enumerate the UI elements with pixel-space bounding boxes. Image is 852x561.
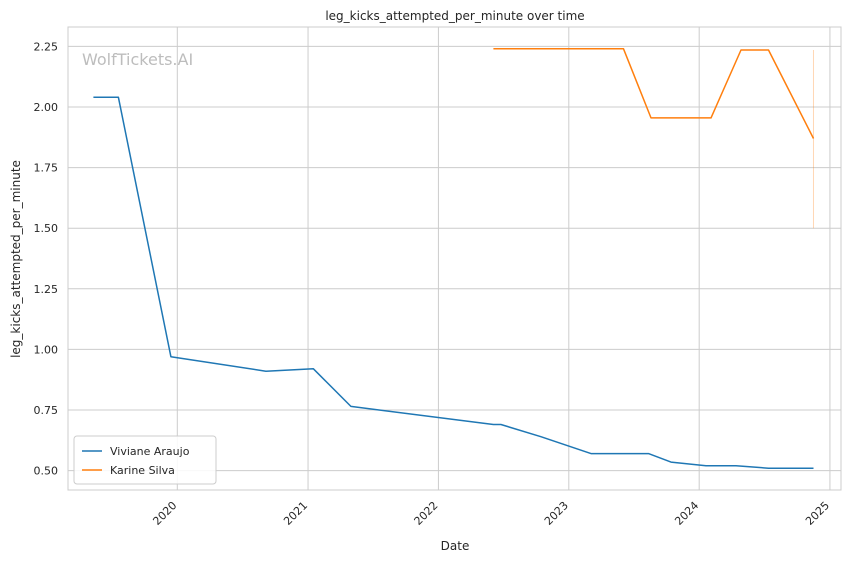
y-tick-label: 0.75 [34,404,59,417]
series-layer [93,48,815,469]
x-tick-label: 2023 [542,499,571,528]
y-axis-ticks: 0.50 0.75 1.00 1.25 1.50 1.75 2.00 2.25 [34,40,59,477]
x-tick-label: 2025 [803,499,832,528]
y-tick-label: 1.25 [34,283,59,296]
plot-area [67,26,842,491]
y-tick-label: 2.25 [34,40,59,53]
y-tick-label: 1.75 [34,162,59,175]
series-line-0 [93,96,814,469]
x-tick-label: 2021 [281,499,310,528]
chart-title: leg_kicks_attempted_per_minute over time [325,9,584,23]
y-tick-label: 1.50 [34,222,59,235]
y-tick-label: 2.00 [34,101,59,114]
x-tick-label: 2020 [150,499,179,528]
legend-label: Karine Silva [110,464,175,477]
x-axis-ticks: 2020 2021 2022 2023 2024 2025 [150,499,832,528]
x-tick-label: 2022 [412,499,441,528]
watermark: WolfTickets.AI [82,50,193,69]
grid [68,27,841,490]
legend-label: Viviane Araujo [110,445,190,458]
legend: Viviane Araujo Karine Silva [73,435,217,485]
series-line-1 [493,48,815,139]
legend-box [73,435,217,485]
x-axis-label: Date [441,539,470,553]
y-axis-label: leg_kicks_attempted_per_minute [9,160,23,358]
y-tick-label: 0.50 [34,465,59,478]
y-tick-label: 1.00 [34,343,59,356]
x-tick-label: 2024 [672,499,701,528]
